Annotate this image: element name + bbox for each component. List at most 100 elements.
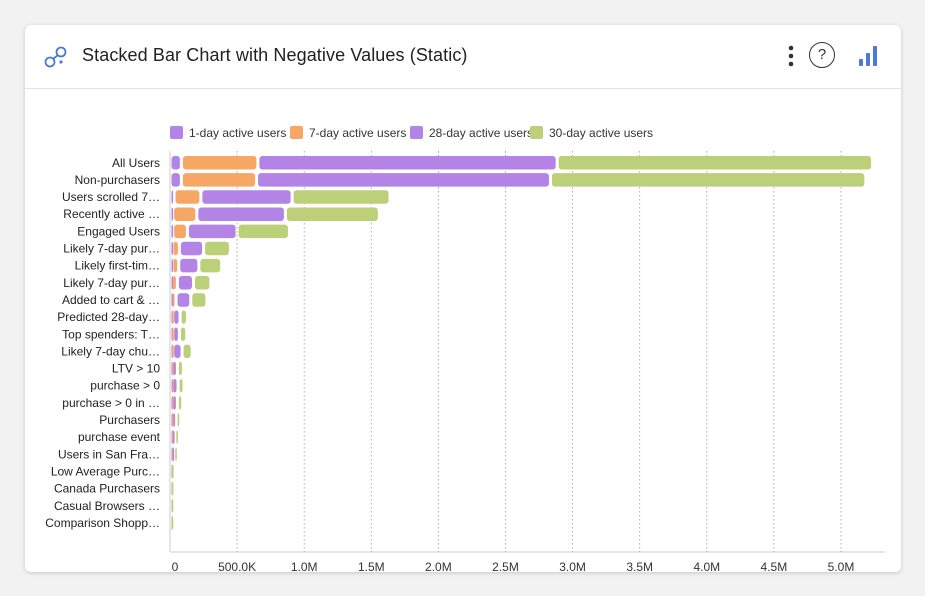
legend-label-1: 1-day active users	[189, 126, 286, 140]
bar-segment	[171, 156, 180, 170]
x-tick-label: 5.0M	[828, 560, 855, 572]
bar-segment	[177, 293, 190, 307]
bar-segment	[551, 173, 865, 187]
bar-segment	[172, 344, 174, 359]
bar-segment	[286, 207, 378, 221]
bar-segment	[171, 258, 174, 273]
bar-segment	[174, 207, 196, 221]
bar-segment	[173, 413, 176, 427]
category-label: Likely 7-day pur…	[63, 276, 160, 290]
bar-segment	[188, 224, 236, 239]
legend-label-4: 30-day active users	[549, 126, 653, 140]
legend-swatch-2	[290, 126, 303, 139]
bar-segment	[172, 430, 175, 444]
category-label: Purchasers	[99, 413, 160, 427]
category-label: Top spenders: T…	[62, 327, 160, 341]
bar-chart-icon[interactable]	[857, 44, 881, 68]
x-tick-label: 3.0M	[559, 560, 586, 572]
bar-segment	[238, 224, 288, 239]
legend-swatch-4	[530, 126, 543, 139]
category-label: Non-purchasers	[75, 173, 160, 187]
chart-bars	[171, 156, 872, 530]
chart-gridlines	[169, 151, 885, 553]
legend-label-2: 7-day active users	[309, 126, 406, 140]
x-tick-label: 4.0M	[693, 560, 720, 572]
bar-segment	[178, 276, 192, 290]
bar-segment	[205, 241, 229, 256]
bar-segment	[200, 258, 221, 273]
bar-segment	[172, 378, 174, 393]
bar-segment	[179, 378, 183, 393]
bar-segment	[182, 156, 257, 170]
bar-segment	[192, 293, 206, 307]
category-label: Likely 7-day chu…	[61, 344, 160, 358]
chart-legend: 1-day active users 7-day active users 28-d…	[170, 126, 653, 140]
help-icon[interactable]: ?	[809, 42, 835, 68]
bar-segment	[171, 207, 174, 221]
connections-icon	[44, 46, 67, 68]
category-label: Engaged Users	[77, 224, 160, 238]
bar-segment	[177, 413, 180, 427]
bar-segment	[258, 173, 549, 187]
bar-segment	[172, 293, 175, 307]
bar-segment	[174, 224, 186, 239]
bar-segment	[198, 207, 284, 221]
bar-segment	[178, 361, 182, 376]
bar-segment	[171, 173, 180, 187]
bar-segment	[171, 516, 174, 530]
bar-segment	[183, 344, 191, 359]
bar-segment	[202, 190, 291, 204]
category-label: Users scrolled 7…	[62, 190, 160, 204]
category-label: Low Average Purc…	[51, 464, 160, 478]
bar-segment	[172, 396, 174, 410]
x-tick-label: 4.5M	[761, 560, 788, 572]
x-tick-label: 0	[172, 560, 179, 572]
bar-segment	[175, 447, 177, 462]
category-label: purchase > 0	[90, 379, 160, 393]
category-label: Users in San Fra…	[58, 447, 160, 461]
more-vert-icon[interactable]	[786, 44, 796, 68]
category-label: Recently active …	[63, 207, 160, 221]
bar-segment	[171, 499, 174, 513]
bar-segment	[173, 258, 178, 273]
category-label: purchase > 0 in …	[62, 396, 160, 410]
bar-segment	[172, 447, 175, 462]
bar-segment	[181, 310, 186, 324]
bar-segment	[172, 310, 174, 324]
category-label: Likely 7-day pur…	[63, 242, 160, 256]
bar-segment	[172, 361, 174, 376]
bar-segment	[173, 378, 177, 393]
category-label: Comparison Shopp…	[45, 516, 160, 530]
bar-segment	[171, 190, 174, 204]
chart-x-axis: 0 500.0K 1.0M 1.5M 2.0M 2.5M 3.0M 3.5M 4.0M 4.5M 5…	[172, 560, 855, 572]
x-tick-label: 1.0M	[291, 560, 318, 572]
bar-segment	[178, 396, 182, 410]
bar-segment	[171, 276, 174, 290]
x-tick-label: 2.5M	[492, 560, 519, 572]
category-label: purchase event	[78, 430, 161, 444]
bar-segment	[293, 190, 389, 204]
x-tick-label: 500.0K	[218, 560, 256, 572]
chart-card: Stacked Bar Chart with Negative Values (…	[25, 25, 901, 572]
chart-category-labels: All Users Non-purchasers Users scrolled 7……	[45, 156, 160, 530]
x-tick-label: 1.5M	[358, 560, 385, 572]
bar-segment	[171, 241, 174, 256]
category-label: LTV > 10	[112, 362, 160, 376]
category-label: All Users	[112, 156, 160, 170]
bar-segment	[172, 413, 174, 427]
bar-segment	[173, 241, 178, 256]
x-tick-label: 2.0M	[425, 560, 452, 572]
bar-segment	[172, 327, 174, 341]
bar-segment	[180, 241, 203, 256]
bar-segment	[182, 173, 256, 187]
bar-segment	[174, 327, 178, 341]
bar-segment	[174, 310, 179, 324]
bar-segment	[259, 156, 556, 170]
legend-swatch-3	[410, 126, 423, 139]
category-label: Casual Browsers …	[54, 499, 160, 513]
bar-segment	[180, 327, 186, 341]
category-label: Predicted 28-day…	[57, 310, 160, 324]
category-label: Added to cart & …	[62, 293, 160, 307]
bar-segment	[174, 344, 181, 359]
category-label: Canada Purchasers	[54, 482, 160, 496]
